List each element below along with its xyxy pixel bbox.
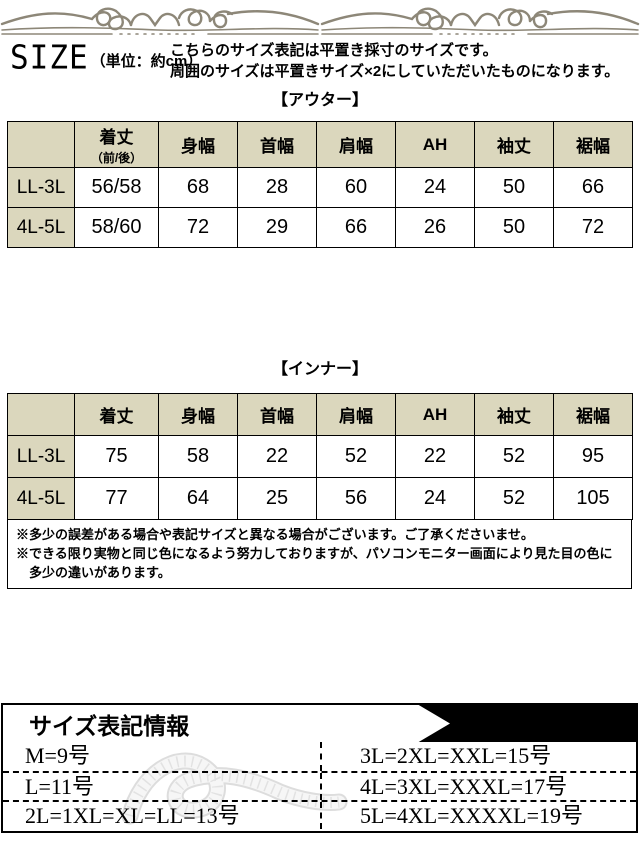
outer-row-label: LL-3L xyxy=(7,167,75,208)
flourish-divider-icon xyxy=(0,7,640,36)
inner-cell: 58 xyxy=(158,435,238,478)
inner-col-header: 首幅 xyxy=(237,393,317,436)
size-info-header: サイズ表記情報 xyxy=(3,705,636,742)
outer-corner-cell xyxy=(7,121,75,168)
outer-cell: 60 xyxy=(316,167,396,208)
outer-cell: 66 xyxy=(316,207,396,248)
size-equivalence-left: L=11号 xyxy=(25,774,95,799)
inner-col-header: 身幅 xyxy=(158,393,238,436)
inner-row-label: 4L-5L xyxy=(7,477,75,520)
size-info-row: 2L=1XL=XL=LL=13号 5L=4XL=XXXXL=19号 xyxy=(3,800,636,829)
outer-header-row: 着丈 （前/後） 身幅 首幅 肩幅 AH 袖丈 裾幅 xyxy=(7,121,633,168)
outer-col-header: 着丈 （前/後） xyxy=(74,121,159,168)
size-heading: SIZE （単位：約cm） xyxy=(10,39,203,77)
inner-col-header: AH xyxy=(395,393,475,436)
table-row: 4L-5L 77 64 25 56 24 52 105 xyxy=(7,477,633,520)
size-equivalence-left: M=9号 xyxy=(25,743,90,768)
inner-cell: 25 xyxy=(237,477,317,520)
inner-row-label: LL-3L xyxy=(7,435,75,478)
size-equivalence-right: 4L=3XL=XXXL=17号 xyxy=(320,773,636,800)
size-info-box: サイズ表記情報 M=9号 3L=2XL=XXL=15号 L=11号 4L=3XL… xyxy=(1,703,638,833)
size-description-line2: 周囲のサイズは平置きサイズ×2にしていただいたものになります。 xyxy=(170,63,620,80)
outer-col-header-main: 着丈 xyxy=(99,128,134,147)
outer-cell: 28 xyxy=(237,167,317,208)
inner-cell: 52 xyxy=(474,435,554,478)
inner-cell: 64 xyxy=(158,477,238,520)
outer-section-title: 【アウター】 xyxy=(271,92,368,109)
inner-col-header: 袖丈 xyxy=(474,393,554,436)
outer-cell: 66 xyxy=(553,167,633,208)
outer-row-label: 4L-5L xyxy=(7,207,75,248)
table-row: 4L-5L 58/60 72 29 66 26 50 72 xyxy=(7,207,633,248)
outer-cell: 72 xyxy=(553,207,633,248)
size-info-row: L=11号 4L=3XL=XXXL=17号 xyxy=(3,771,636,800)
inner-cell: 52 xyxy=(316,435,396,478)
inner-cell: 105 xyxy=(553,477,633,520)
outer-cell: 26 xyxy=(395,207,475,248)
outer-cell: 50 xyxy=(474,167,554,208)
inner-table-block: 着丈 身幅 首幅 肩幅 AH 袖丈 裾幅 LL-3L 75 58 22 52 2… xyxy=(7,393,633,589)
note-disclaimer-size: ※多少の誤差がある場合や表記サイズと異なる場合がございます。ご了承くださいませ。 xyxy=(16,527,534,542)
outer-cell: 58/60 xyxy=(74,207,159,248)
size-description-line1: こちらのサイズ表記は平置き採寸のサイズです。 xyxy=(170,42,498,59)
outer-col-header: AH xyxy=(395,121,475,168)
inner-cell: 22 xyxy=(237,435,317,478)
inner-cell: 22 xyxy=(395,435,475,478)
inner-cell: 75 xyxy=(74,435,159,478)
outer-col-header-sub: （前/後） xyxy=(90,151,143,165)
notes-box: ※多少の誤差がある場合や表記サイズと異なる場合がございます。ご了承くださいませ。… xyxy=(7,520,632,589)
table-row: LL-3L 75 58 22 52 22 52 95 xyxy=(7,435,633,478)
size-equivalence-right: 5L=4XL=XXXXL=19号 xyxy=(320,802,636,829)
size-equivalence-left: 2L=1XL=XL=LL=13号 xyxy=(25,803,240,828)
inner-size-table: 着丈 身幅 首幅 肩幅 AH 袖丈 裾幅 LL-3L 75 58 22 52 2… xyxy=(7,393,633,520)
measuring-tape-icon xyxy=(121,752,348,825)
table-row: LL-3L 56/58 68 28 60 24 50 66 xyxy=(7,167,633,208)
inner-cell: 24 xyxy=(395,477,475,520)
outer-col-header: 袖丈 xyxy=(474,121,554,168)
inner-corner-cell xyxy=(7,393,75,436)
inner-cell: 52 xyxy=(474,477,554,520)
size-info-title: サイズ表記情報 xyxy=(29,713,190,739)
outer-col-header: 裾幅 xyxy=(553,121,633,168)
inner-cell: 56 xyxy=(316,477,396,520)
note-disclaimer-color: ※できる限り実物と同じ色になるよう努力しておりますが、パソコンモニター画面により… xyxy=(16,546,613,580)
outer-cell: 72 xyxy=(158,207,238,248)
inner-cell: 77 xyxy=(74,477,159,520)
size-unit-label: （単位：約cm） xyxy=(90,53,203,70)
outer-size-table: 着丈 （前/後） 身幅 首幅 肩幅 AH 袖丈 裾幅 LL-3L 56/58 68… xyxy=(7,121,633,248)
size-info-rows: M=9号 3L=2XL=XXL=15号 L=11号 4L=3XL=XXXL=17… xyxy=(3,742,636,831)
size-description: こちらのサイズ表記は平置き採寸のサイズです。 周囲のサイズは平置きサイズ×2にし… xyxy=(170,40,640,82)
inner-cell: 95 xyxy=(553,435,633,478)
arrow-banner-icon xyxy=(3,705,450,742)
inner-section-title: 【インナー】 xyxy=(271,361,368,378)
inner-col-header: 肩幅 xyxy=(316,393,396,436)
outer-cell: 50 xyxy=(474,207,554,248)
outer-cell: 68 xyxy=(158,167,238,208)
size-info-row: M=9号 3L=2XL=XXL=15号 xyxy=(3,742,636,771)
inner-col-header: 裾幅 xyxy=(553,393,633,436)
inner-header-row: 着丈 身幅 首幅 肩幅 AH 袖丈 裾幅 xyxy=(7,393,633,436)
outer-col-header: 首幅 xyxy=(237,121,317,168)
size-label: SIZE xyxy=(10,39,89,77)
outer-col-header: 身幅 xyxy=(158,121,238,168)
outer-cell: 56/58 xyxy=(74,167,159,208)
size-equivalence-right: 3L=2XL=XXL=15号 xyxy=(320,742,636,771)
outer-col-header: 肩幅 xyxy=(316,121,396,168)
outer-cell: 24 xyxy=(395,167,475,208)
inner-col-header: 着丈 xyxy=(74,393,159,436)
outer-cell: 29 xyxy=(237,207,317,248)
